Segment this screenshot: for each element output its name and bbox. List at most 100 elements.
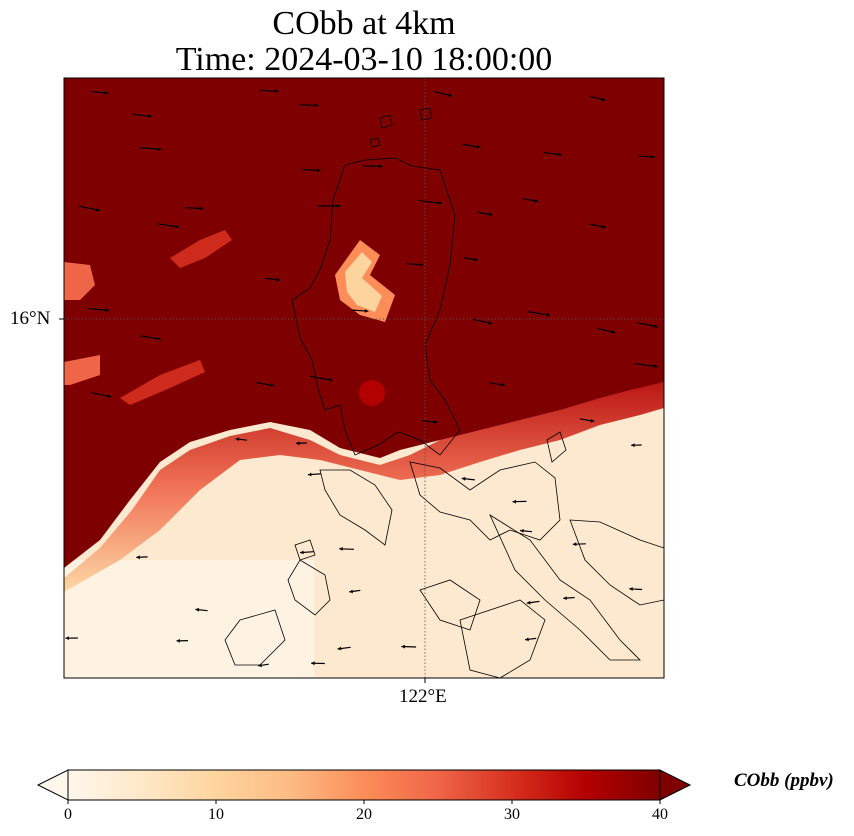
- colorbar-extend-max: [659, 769, 692, 801]
- title-time: Time: 2024-03-10 18:00:00: [175, 41, 553, 78]
- wind-arrow-head: [96, 208, 101, 212]
- wind-arrow-head: [651, 155, 656, 159]
- wind-arrow-head: [590, 418, 595, 423]
- colorbar-tick-label: 30: [504, 806, 520, 823]
- wind-arrow: [527, 311, 551, 316]
- coastline-mindoro: [287, 559, 331, 616]
- wind-arrow-head: [525, 637, 529, 642]
- wind-arrow-head: [199, 206, 204, 211]
- wind-arrow: [418, 200, 443, 204]
- plume-southwest: [64, 355, 100, 385]
- wind-arrow-head: [276, 277, 281, 282]
- wind-arrow-head: [512, 499, 516, 504]
- plume-small: [359, 380, 385, 406]
- lat-tick-label: 16°N: [10, 308, 51, 329]
- wind-arrow-head: [631, 443, 635, 448]
- concentration-front: [64, 382, 664, 592]
- lon-tick-label: 122°E: [399, 686, 447, 707]
- wind-arrow-head: [419, 262, 424, 267]
- wind-arrow-head: [317, 168, 321, 173]
- coastline-south-3: [489, 513, 641, 661]
- wind-arrow-head: [349, 589, 353, 594]
- coastline-island-2: [294, 539, 316, 561]
- wind-arrow: [140, 335, 162, 340]
- wind-arrow: [78, 205, 101, 212]
- colorbar-tick-label: 0: [64, 806, 72, 823]
- wind-arrow-head: [476, 144, 481, 149]
- wind-arrow-head: [157, 147, 162, 151]
- coastline-south-1: [319, 469, 393, 546]
- title-variable: CObb at 4km: [272, 5, 456, 42]
- wind-arrow-head: [275, 89, 279, 93]
- wind-arrow-head: [461, 476, 466, 481]
- wind-arrow-head: [270, 383, 275, 388]
- wind-arrow: [157, 223, 180, 228]
- plume-south: [120, 360, 205, 405]
- wind-arrow-head: [526, 600, 531, 605]
- wind-arrow-head: [558, 152, 562, 157]
- wind-arrow-head: [235, 437, 240, 442]
- wind-arrow-head: [315, 103, 319, 108]
- wind-arrow-head: [296, 441, 300, 446]
- colorbar-tick-label: 40: [652, 806, 668, 823]
- wind-arrow-head: [488, 320, 493, 325]
- low-concentration-patch: [64, 560, 314, 678]
- wind-arrow-head: [195, 607, 200, 612]
- coastline-luzon: [291, 157, 461, 456]
- wind-arrow-head: [563, 596, 567, 600]
- wind-arrow-head: [546, 312, 551, 317]
- coastline-south-6: [459, 599, 546, 678]
- coastline-island-3: [379, 114, 393, 129]
- coastlines: [224, 107, 664, 678]
- wind-arrow-head: [364, 309, 369, 313]
- high-concentration-region: [64, 78, 664, 568]
- wind-arrow-head: [176, 638, 180, 643]
- plume-core: [345, 252, 382, 312]
- wind-arrow-head: [654, 324, 659, 329]
- coastline-island-1: [546, 431, 567, 463]
- map-plot: [59, 77, 665, 683]
- wind-arrow-head: [258, 663, 262, 668]
- wind-arrow-head: [602, 224, 606, 229]
- wind-arrow-head: [328, 377, 333, 382]
- wind-arrow-head: [175, 224, 179, 229]
- wind-arrow-head: [654, 364, 658, 368]
- wind-arrow-head: [438, 201, 442, 205]
- coastline-south-4: [569, 519, 664, 606]
- wind-arrow-head: [136, 555, 140, 560]
- wind-arrow-head: [433, 420, 438, 424]
- wind-arrow-head: [474, 257, 478, 262]
- wind-arrow-head: [401, 644, 405, 649]
- wind-arrow-head: [572, 542, 577, 547]
- wind-arrow: [87, 307, 109, 312]
- wind-arrow-head: [379, 164, 383, 169]
- colorbar: [36, 769, 692, 804]
- wind-arrow-head: [601, 97, 606, 102]
- wind-arrow: [309, 375, 333, 381]
- colorbar-gradient: [67, 769, 661, 801]
- wind-arrow-head: [520, 529, 524, 533]
- wind-arrow-head: [65, 636, 69, 640]
- wind-arrow-head: [629, 587, 633, 591]
- map-frame: [63, 77, 665, 679]
- wind-arrow-head: [148, 114, 153, 118]
- wind-arrow-head: [337, 204, 341, 208]
- wind-arrow-head: [337, 646, 342, 651]
- wind-arrow: [634, 363, 658, 368]
- wind-arrow-head: [448, 93, 452, 97]
- wind-arrow-head: [300, 550, 304, 555]
- wind-arrow-head: [311, 661, 315, 666]
- plume-west-edge: [64, 262, 95, 300]
- colorbar-tick-label: 20: [356, 806, 372, 823]
- wind-vectors: [65, 89, 659, 668]
- wind-arrow-head: [534, 198, 539, 203]
- coastline-south-2: [409, 461, 561, 541]
- wind-arrow-head: [611, 330, 616, 334]
- wind-arrow-head: [339, 547, 343, 551]
- colorbar-label: CObb (ppbv): [734, 770, 834, 791]
- wind-arrow-head: [501, 382, 505, 387]
- wind-arrow-head: [105, 308, 109, 313]
- wind-arrow: [139, 147, 162, 150]
- wind-arrow-head: [104, 90, 109, 95]
- wind-arrow-head: [107, 394, 112, 398]
